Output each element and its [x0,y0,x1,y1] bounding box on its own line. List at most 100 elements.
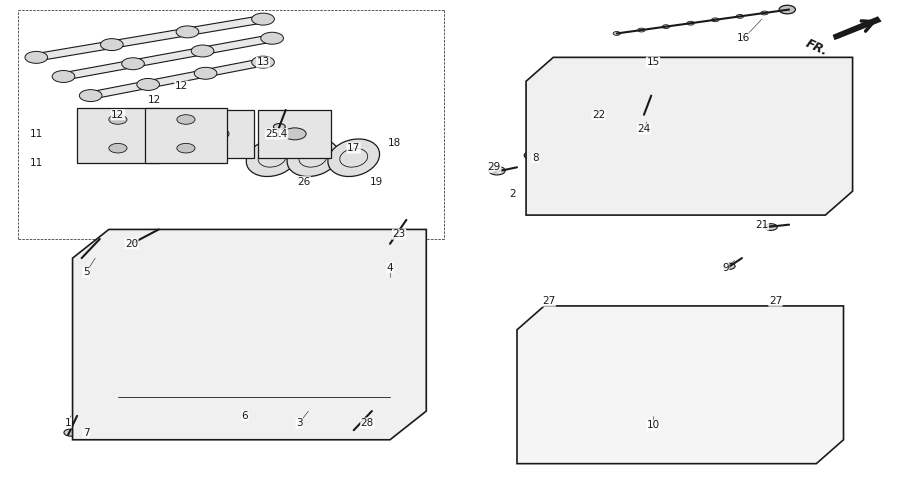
Text: 20: 20 [125,239,138,249]
Ellipse shape [785,8,793,11]
Ellipse shape [101,39,123,51]
Text: 13: 13 [257,57,269,67]
Ellipse shape [74,428,93,437]
Text: 14: 14 [275,129,288,139]
Ellipse shape [582,316,599,325]
Ellipse shape [327,139,380,176]
Ellipse shape [724,263,735,270]
Polygon shape [91,58,263,99]
Text: 2: 2 [509,189,516,198]
Text: 10: 10 [647,421,659,430]
Text: 5: 5 [83,268,90,277]
Ellipse shape [385,239,397,245]
Ellipse shape [229,407,252,415]
Polygon shape [77,108,159,163]
Ellipse shape [104,256,150,280]
Ellipse shape [765,224,777,230]
Text: 4: 4 [386,263,394,272]
Text: 16: 16 [737,33,750,43]
Ellipse shape [258,256,304,280]
Text: 15: 15 [647,57,659,67]
Ellipse shape [749,450,766,458]
Ellipse shape [122,58,144,70]
Ellipse shape [52,71,74,83]
Text: 8: 8 [532,153,539,163]
Ellipse shape [109,143,127,153]
Ellipse shape [181,256,227,280]
Ellipse shape [251,56,274,68]
Ellipse shape [283,128,306,140]
Ellipse shape [194,67,217,79]
Ellipse shape [273,124,285,130]
Text: FR.: FR. [803,37,830,59]
Ellipse shape [300,416,317,425]
Text: 27: 27 [542,296,555,306]
Polygon shape [258,110,331,158]
Polygon shape [517,306,844,464]
Text: 28: 28 [361,418,374,428]
Ellipse shape [791,450,807,458]
Ellipse shape [688,61,729,82]
Ellipse shape [109,115,127,124]
Ellipse shape [83,378,99,387]
Ellipse shape [352,425,365,431]
Text: 18: 18 [388,139,401,148]
Ellipse shape [749,316,766,325]
Ellipse shape [261,33,283,44]
Polygon shape [63,34,272,80]
Ellipse shape [137,78,160,90]
Ellipse shape [712,18,719,22]
Text: 12: 12 [112,110,124,120]
Ellipse shape [177,115,195,124]
Ellipse shape [541,316,557,325]
Ellipse shape [687,22,694,25]
Ellipse shape [553,363,617,411]
Text: 11: 11 [30,129,43,139]
Ellipse shape [617,61,658,82]
Text: 27: 27 [769,296,782,306]
Ellipse shape [582,450,599,458]
Polygon shape [145,108,227,163]
Text: 29: 29 [488,163,501,172]
Ellipse shape [350,416,366,425]
Ellipse shape [666,316,682,325]
Text: 3: 3 [296,418,303,428]
Text: 24: 24 [638,124,650,134]
Ellipse shape [711,363,775,411]
Text: 12: 12 [148,96,161,105]
Ellipse shape [79,90,102,102]
Polygon shape [833,16,882,40]
Ellipse shape [791,316,807,325]
Ellipse shape [638,28,645,32]
Ellipse shape [250,416,267,425]
Ellipse shape [191,45,214,57]
Ellipse shape [287,139,339,176]
Text: 17: 17 [347,143,360,153]
Text: 12: 12 [175,81,188,91]
Text: 11: 11 [30,158,43,167]
Text: 22: 22 [592,110,605,120]
Polygon shape [181,110,254,158]
Ellipse shape [662,25,669,29]
Ellipse shape [336,256,381,280]
Ellipse shape [613,32,620,35]
Ellipse shape [758,61,800,82]
Text: 19: 19 [370,177,383,186]
Text: 25: 25 [266,129,278,139]
Ellipse shape [251,13,274,25]
Ellipse shape [63,429,77,436]
Ellipse shape [632,363,696,411]
Polygon shape [73,229,426,440]
Text: 6: 6 [241,411,249,421]
Ellipse shape [736,14,744,18]
Ellipse shape [541,450,557,458]
Polygon shape [526,57,853,215]
Text: 21: 21 [756,220,768,229]
Ellipse shape [489,166,505,175]
Ellipse shape [83,345,99,353]
Text: 23: 23 [393,229,405,239]
Polygon shape [36,15,263,61]
Ellipse shape [666,450,682,458]
Text: 7: 7 [83,428,90,437]
Ellipse shape [177,143,195,153]
